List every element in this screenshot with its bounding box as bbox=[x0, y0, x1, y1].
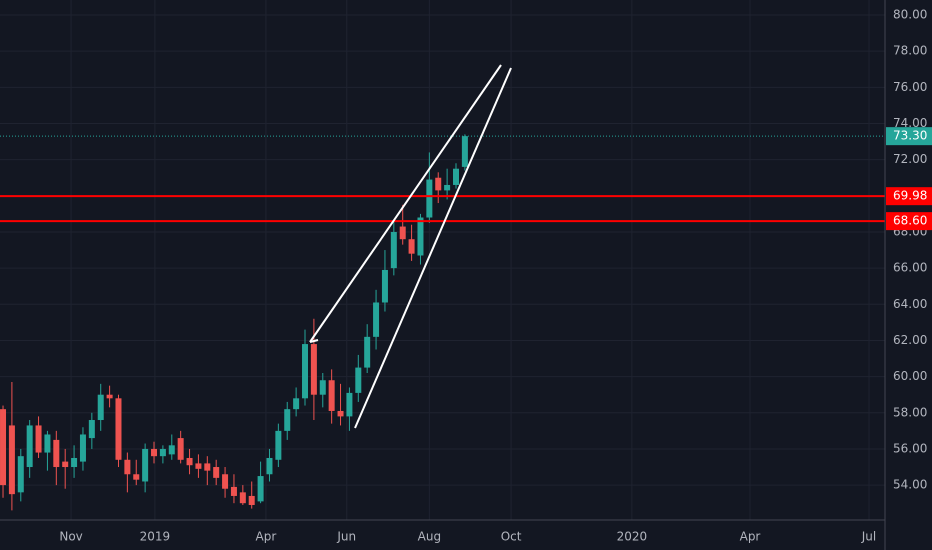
price-level-tag bbox=[886, 212, 932, 231]
candle-body bbox=[62, 461, 69, 468]
candle-body bbox=[222, 474, 229, 489]
wedge-lower-line bbox=[354, 67, 512, 429]
y-tick-label: 56.00 bbox=[893, 441, 927, 455]
candle-body bbox=[248, 495, 255, 505]
price-level-tag bbox=[886, 187, 932, 206]
candle-body bbox=[35, 425, 42, 453]
candle-body bbox=[426, 179, 433, 218]
candle-body bbox=[337, 410, 344, 417]
wedge-upper-line bbox=[309, 64, 502, 343]
x-tick-label: Apr bbox=[740, 530, 761, 544]
candle-body bbox=[195, 463, 202, 469]
candle-body bbox=[53, 439, 60, 468]
x-tick-label: Nov bbox=[59, 530, 82, 544]
candle-body bbox=[159, 448, 166, 457]
candle-body bbox=[444, 184, 451, 191]
candle-body bbox=[399, 226, 406, 240]
y-tick-label: 72.00 bbox=[893, 152, 927, 166]
x-tick-label: Jun bbox=[336, 530, 356, 544]
candle-body bbox=[346, 392, 353, 417]
price-level-tag bbox=[886, 127, 932, 146]
y-tick-label: 60.00 bbox=[893, 369, 927, 383]
x-tick-label: Aug bbox=[418, 530, 441, 544]
candle-body bbox=[177, 438, 184, 460]
candle-body bbox=[97, 394, 104, 421]
candle-body bbox=[293, 398, 300, 410]
candle-body bbox=[310, 344, 317, 395]
candle-body bbox=[230, 486, 237, 496]
y-tick-label: 80.00 bbox=[893, 8, 927, 22]
candle-body bbox=[266, 457, 273, 475]
candle-body bbox=[364, 336, 371, 368]
candle-body bbox=[302, 344, 309, 399]
x-tick-label: Jul bbox=[861, 530, 876, 544]
wedge-cap bbox=[309, 339, 319, 343]
candle-body bbox=[355, 367, 362, 393]
y-tick-label: 64.00 bbox=[893, 297, 927, 311]
candle-body bbox=[0, 409, 7, 486]
candle-body bbox=[71, 457, 78, 468]
y-tick-label: 54.00 bbox=[893, 478, 927, 492]
grid bbox=[0, 0, 885, 520]
candle-body bbox=[115, 398, 122, 460]
candle-body bbox=[133, 474, 140, 480]
candle-body bbox=[275, 430, 282, 460]
candle-body bbox=[79, 434, 86, 462]
candle-body bbox=[168, 445, 175, 455]
candle-body bbox=[390, 231, 397, 269]
price-level-label: 68.60 bbox=[893, 214, 927, 228]
candles bbox=[0, 134, 468, 511]
candle-body bbox=[373, 302, 380, 337]
candle-body bbox=[186, 457, 193, 466]
price-level-label: 69.98 bbox=[893, 189, 927, 203]
x-tick-label: 2020 bbox=[617, 530, 648, 544]
price-level-label: 73.30 bbox=[893, 129, 927, 143]
y-tick-label: 76.00 bbox=[893, 80, 927, 94]
candle-body bbox=[26, 425, 33, 468]
candle-body bbox=[8, 425, 15, 495]
candle-body bbox=[328, 380, 335, 411]
y-tick-label: 58.00 bbox=[893, 405, 927, 419]
candle-body bbox=[44, 434, 51, 453]
candle-body bbox=[106, 394, 113, 399]
candle-body bbox=[142, 448, 149, 482]
y-tick-label: 62.00 bbox=[893, 333, 927, 347]
x-tick-label: Apr bbox=[256, 530, 277, 544]
candle-body bbox=[151, 448, 158, 457]
candle-body bbox=[408, 239, 415, 254]
candle-body bbox=[319, 380, 326, 395]
x-tick-label: 2019 bbox=[140, 530, 171, 544]
candle-body bbox=[284, 409, 291, 431]
rising-wedge bbox=[309, 64, 512, 429]
x-tick-label: Oct bbox=[501, 530, 522, 544]
candle-body bbox=[417, 217, 424, 256]
candle-body bbox=[88, 420, 95, 439]
candle-body bbox=[453, 168, 460, 185]
candle-body bbox=[461, 136, 468, 167]
y-tick-label: 66.00 bbox=[893, 261, 927, 275]
candle-body bbox=[213, 467, 220, 478]
candle-body bbox=[239, 492, 246, 504]
candle-body bbox=[124, 459, 131, 475]
candle-body bbox=[435, 177, 442, 191]
candle-body bbox=[17, 456, 24, 493]
y-tick-label: 78.00 bbox=[893, 44, 927, 58]
candle-body bbox=[257, 476, 264, 502]
axes: 54.0056.0058.0060.0062.0064.0066.0068.00… bbox=[59, 8, 932, 544]
candle-body bbox=[204, 463, 211, 471]
levels bbox=[0, 135, 885, 223]
y-tick-label: 74.00 bbox=[893, 116, 927, 130]
candle-body bbox=[381, 269, 388, 303]
